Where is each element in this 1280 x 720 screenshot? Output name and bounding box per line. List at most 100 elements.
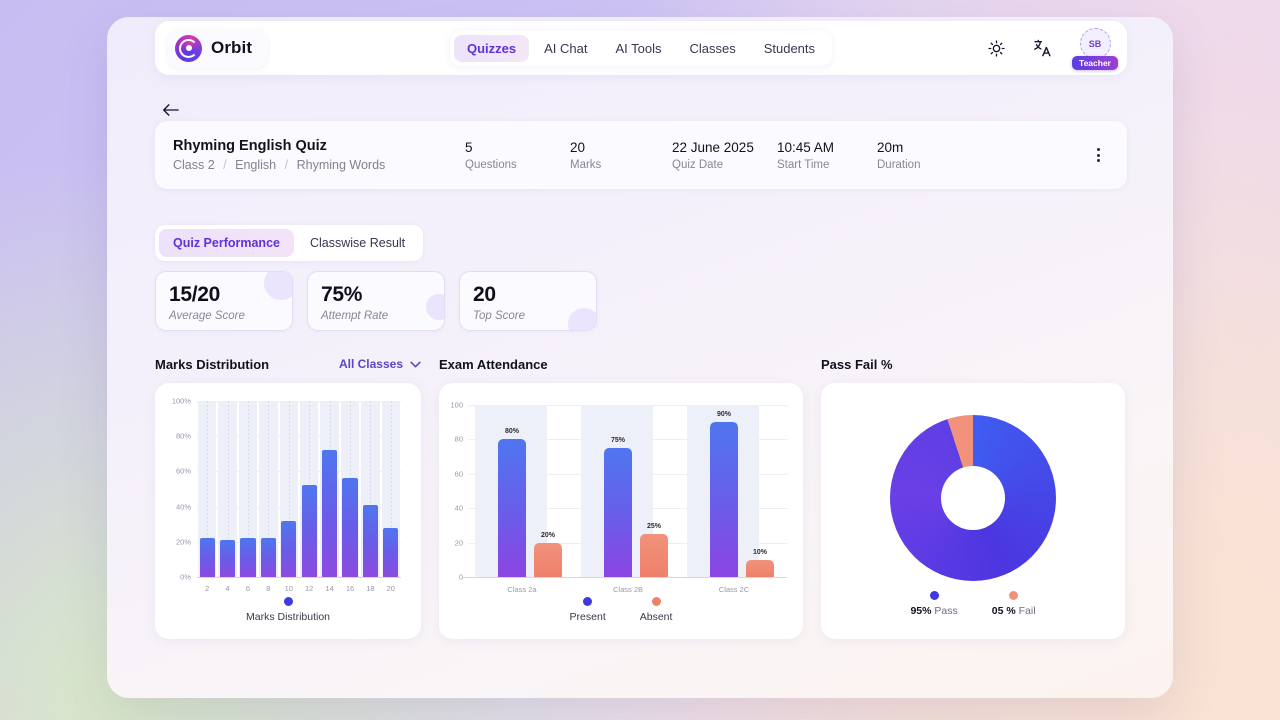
- legend-dot: [929, 591, 939, 600]
- bar-value-label: 20%: [540, 531, 556, 539]
- bar[interactable]: [260, 538, 276, 577]
- bar[interactable]: [322, 450, 338, 577]
- translate-icon[interactable]: [1031, 37, 1053, 59]
- legend-item: Absent: [640, 597, 672, 623]
- nav-tab-classes[interactable]: Classes: [689, 40, 736, 56]
- nav-tab-ai-tools[interactable]: AI Tools: [615, 40, 662, 56]
- legend-dot: [1009, 591, 1019, 600]
- x-axis-tick: Class 2B: [612, 585, 644, 594]
- nav-tab-quizzes[interactable]: Quizzes: [453, 34, 530, 62]
- bar[interactable]: [383, 527, 399, 577]
- breadcrumb-class: Class 2: [173, 158, 215, 172]
- kebab-menu-icon[interactable]: [1087, 144, 1109, 166]
- legend-value: 95%: [910, 605, 932, 617]
- gridline: [197, 436, 401, 438]
- x-axis-tick: Class 2a: [507, 585, 537, 594]
- tab-classwise-result[interactable]: Classwise Result: [309, 236, 406, 250]
- donut-chart: [890, 415, 1056, 581]
- x-axis-tick: 6: [245, 584, 251, 593]
- panel-title: Marks Distribution: [155, 356, 270, 372]
- plot-band: [218, 401, 237, 577]
- exam-attendance-panel: Exam Attendance 0 20 40 60 80 100 80% 20% Class …: [439, 353, 803, 639]
- tab-quiz-performance[interactable]: Quiz Performance: [159, 229, 294, 257]
- header-actions: SB Teacher: [985, 28, 1118, 70]
- chevron-down-icon: [410, 361, 421, 367]
- meta-value: 10:45 AM: [777, 139, 835, 155]
- result-view-tabs: Quiz Performance Classwise Result: [155, 225, 424, 261]
- x-axis-tick: 20: [386, 584, 395, 593]
- decorative-blob: [426, 294, 444, 320]
- meta-marks: 20 Marks: [570, 140, 672, 171]
- app-window: Orbit Quizzes AI Chat AI Tools Classes S…: [107, 17, 1173, 698]
- breadcrumb-topic: Rhyming Words: [296, 158, 386, 172]
- stat-card-top-score: 20 Top Score: [459, 271, 597, 331]
- nav-tab-students[interactable]: Students: [763, 40, 816, 56]
- plot-band: [238, 401, 258, 577]
- bar[interactable]: [746, 559, 774, 577]
- x-axis-tick: 8: [266, 584, 271, 593]
- y-axis-tick: 80: [454, 434, 463, 444]
- meta-quiz-date: 22 June 2025 Quiz Date: [672, 140, 777, 171]
- meta-value: 20m: [877, 139, 904, 155]
- stat-value: 20: [473, 283, 496, 306]
- exam-attendance-chart[interactable]: 0 20 40 60 80 100 80% 20% Class 2a 75% 25% Class 2B…: [439, 383, 803, 639]
- x-axis-tick: 14: [325, 584, 334, 593]
- bar[interactable]: [362, 504, 378, 577]
- main-nav-tabs: Quizzes AI Chat AI Tools Classes Student…: [449, 30, 833, 66]
- decorative-blob: [264, 272, 292, 300]
- legend-label: Present: [569, 611, 606, 623]
- plot-dash: [207, 401, 209, 577]
- sun-icon[interactable]: [985, 37, 1007, 59]
- bar[interactable]: [199, 538, 215, 577]
- y-axis-tick: 20%: [175, 537, 191, 547]
- nav-tab-ai-chat[interactable]: AI Chat: [544, 40, 588, 56]
- exam-attendance-header: Exam Attendance: [439, 353, 803, 375]
- legend-item: 05 % Fail: [992, 591, 1036, 617]
- bar[interactable]: [240, 538, 256, 577]
- stat-card-average-score: 15/20 Average Score: [155, 271, 293, 331]
- breadcrumb: Class 2 / English / Rhyming Words: [173, 158, 465, 172]
- bar[interactable]: [710, 422, 738, 577]
- y-axis-tick: 100%: [171, 396, 191, 406]
- bar[interactable]: [301, 485, 317, 577]
- arrow-left-icon[interactable]: [155, 95, 185, 125]
- y-axis-tick: 0%: [180, 572, 191, 582]
- bar[interactable]: [640, 534, 668, 577]
- legend-dot: [651, 597, 661, 606]
- y-axis-tick: 20: [454, 538, 463, 548]
- marks-distribution-panel: Marks Distribution All Classes 0% 20% 40% 6…: [155, 353, 421, 639]
- stat-label: Top Score: [473, 310, 525, 322]
- role-badge: Teacher: [1072, 56, 1118, 70]
- bar[interactable]: [220, 540, 236, 577]
- class-filter-dropdown[interactable]: All Classes: [339, 357, 421, 371]
- marks-distribution-chart[interactable]: 0% 20% 40% 60% 80% 100% 2 4 6 8 10 12 14 16 18 20 Marks…: [155, 383, 421, 639]
- x-axis-tick: 2: [205, 584, 210, 593]
- meta-start-time: 10:45 AM Start Time: [777, 140, 877, 171]
- brand-logo[interactable]: Orbit: [168, 28, 269, 68]
- meta-label: Questions: [465, 158, 517, 171]
- user-profile[interactable]: SB Teacher: [1072, 28, 1118, 70]
- bar[interactable]: [534, 542, 562, 577]
- stat-value: 75%: [321, 283, 363, 306]
- orbit-spiral-icon: [175, 34, 202, 62]
- bar[interactable]: [281, 520, 297, 577]
- class-filter-label: All Classes: [338, 357, 403, 371]
- meta-value: 20: [570, 139, 586, 155]
- plot-dash: [370, 401, 372, 577]
- charts-row: Marks Distribution All Classes 0% 20% 40% 6…: [155, 353, 1127, 639]
- plot-band: [259, 401, 278, 577]
- y-axis-tick: 60%: [175, 466, 191, 476]
- bar[interactable]: [604, 448, 632, 577]
- gridline: [197, 541, 401, 543]
- avatar: SB: [1079, 28, 1111, 59]
- panel-title: Exam Attendance: [439, 356, 548, 372]
- bar[interactable]: [498, 439, 526, 577]
- legend-dot: [283, 597, 293, 606]
- legend-item: Present: [570, 597, 606, 623]
- breadcrumb-subject: English: [235, 158, 277, 172]
- pass-fail-chart[interactable]: 95% Pass 05 % Fail: [821, 383, 1125, 639]
- bar[interactable]: [342, 478, 358, 577]
- legend-name: Fail: [1015, 605, 1036, 617]
- quiz-info-card: Rhyming English Quiz Class 2 / English /…: [155, 121, 1127, 189]
- breadcrumb-separator: /: [223, 158, 227, 172]
